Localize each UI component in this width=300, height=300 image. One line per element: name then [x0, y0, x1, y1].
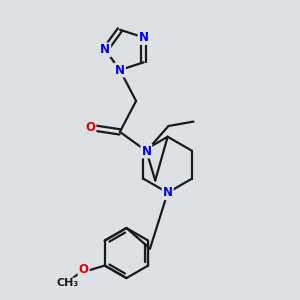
Text: O: O — [79, 263, 88, 277]
Text: N: N — [163, 186, 173, 199]
Text: N: N — [115, 64, 125, 76]
Text: N: N — [100, 44, 110, 56]
Text: O: O — [85, 121, 95, 134]
Text: N: N — [141, 145, 152, 158]
Text: CH₃: CH₃ — [56, 278, 79, 288]
Text: N: N — [139, 31, 148, 44]
